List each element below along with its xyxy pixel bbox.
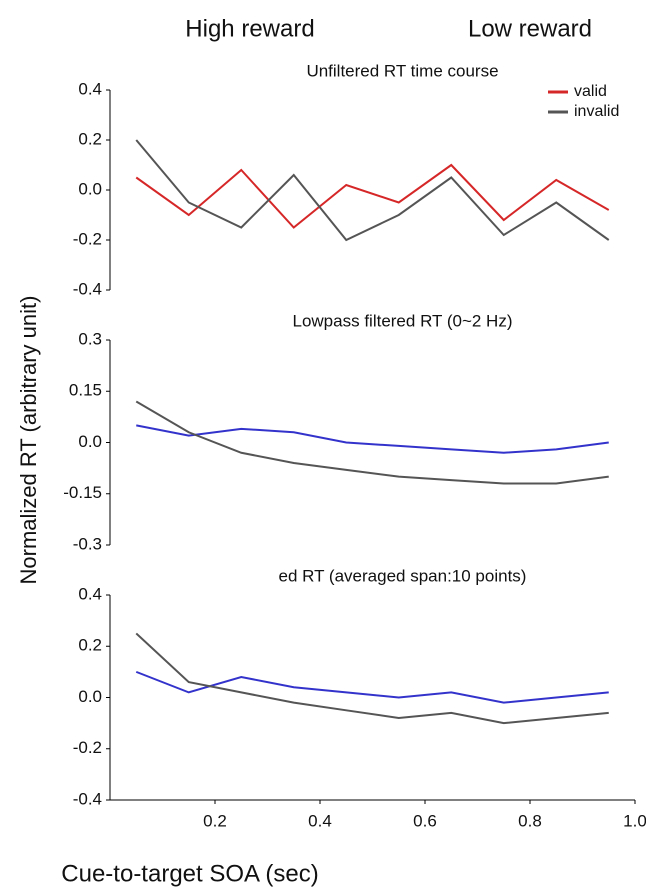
- series-line: [135, 400, 609, 485]
- series-line: [135, 139, 610, 242]
- y-tick-label: 0.2: [78, 129, 102, 148]
- column-title: High reward: [185, 15, 314, 42]
- chart-title: ed RT (averaged span:10 points): [279, 566, 527, 585]
- legend-label: valid: [574, 83, 607, 100]
- y-tick-label: 0.2: [78, 636, 102, 655]
- column-title: Low reward: [468, 15, 592, 42]
- y-tick-label: -0.4: [73, 279, 102, 298]
- y-tick-label: -0.15: [63, 483, 102, 502]
- y-tick-label: 0.0: [78, 179, 102, 198]
- y-tick-label: 0.0: [78, 432, 102, 451]
- chart-title: Lowpass filtered RT (0~2 Hz): [293, 311, 513, 330]
- x-axis-label: Cue-to-target SOA (sec): [61, 860, 318, 887]
- chart-title: Unfiltered RT time course: [306, 61, 498, 80]
- series-line: [135, 670, 609, 704]
- x-tick-label: 1.0: [623, 811, 646, 830]
- y-axis-label: Normalized RT (arbitrary unit): [16, 296, 41, 585]
- legend-label: invalid: [574, 103, 619, 120]
- y-tick-label: -0.2: [73, 738, 102, 757]
- x-tick-label: 0.2: [203, 811, 227, 830]
- x-tick-label: 0.8: [518, 811, 542, 830]
- y-tick-label: -0.4: [73, 789, 102, 808]
- series-line: [136, 424, 609, 454]
- y-tick-label: 0.4: [78, 584, 102, 603]
- x-tick-label: 0.4: [308, 811, 332, 830]
- x-tick-label: 0.6: [413, 811, 437, 830]
- y-tick-label: -0.3: [73, 534, 102, 553]
- y-tick-label: 0.3: [78, 329, 102, 348]
- y-tick-label: 0.15: [69, 381, 102, 400]
- y-tick-label: -0.2: [73, 229, 102, 248]
- y-tick-label: 0.4: [78, 79, 102, 98]
- series-line: [135, 163, 610, 229]
- series-line: [135, 632, 609, 725]
- y-tick-label: 0.0: [78, 687, 102, 706]
